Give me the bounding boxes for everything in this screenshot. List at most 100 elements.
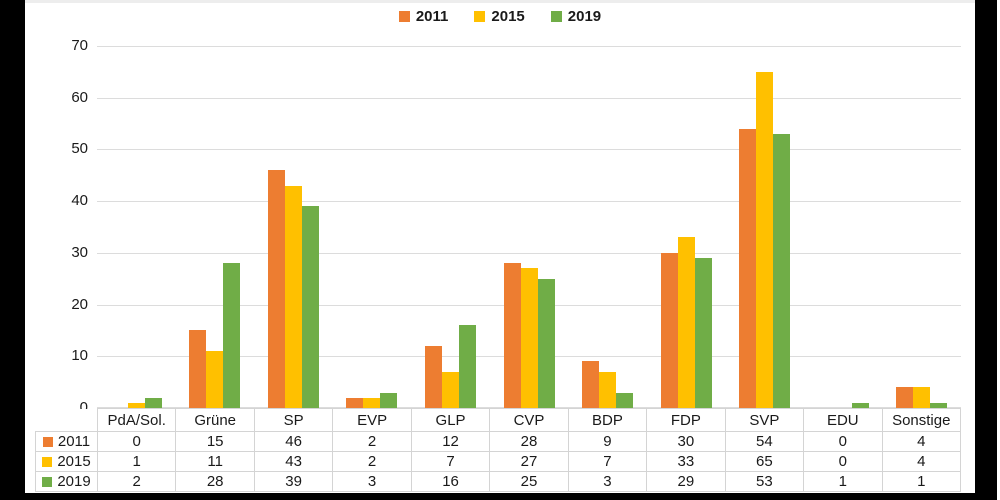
table-row-2011: 2011 0 15 46 2 12 28 9 30 54 0 4: [35, 431, 962, 452]
cell-2015-BDP: 7: [567, 451, 648, 472]
category-header-FDP: FDP: [646, 408, 726, 432]
category-header-PdA/Sol.: PdA/Sol.: [96, 408, 177, 432]
legend-swatch-icon: [474, 11, 486, 22]
bar-2015-EVP: [363, 397, 381, 408]
bar-group-EVP: [333, 46, 412, 408]
cell-2015-PdA/Sol.: 1: [96, 451, 177, 472]
row-swatch-icon: [42, 456, 53, 467]
cell-2015-CVP: 27: [489, 451, 569, 472]
bar-2011-Sonstige: [896, 387, 914, 408]
y-tick-label: 60: [71, 88, 88, 106]
bar-2011-BDP: [582, 361, 600, 408]
cell-2015-Grüne: 11: [175, 451, 255, 472]
cell-2019-GLP: 16: [410, 471, 491, 492]
data-table-wrap: PdA/Sol. Grüne SP EVP GLP CVP BDP FDP SVP EDU Sons…: [35, 408, 962, 492]
bar-2019-BDP: [616, 392, 634, 408]
gridline: [97, 252, 961, 254]
row-header-label: 2015: [57, 453, 91, 470]
bar-2011-CVP: [503, 263, 521, 408]
bar-2019-EDU: [851, 402, 869, 408]
bar-2019-Grüne: [223, 263, 241, 408]
cell-2019-SVP: 53: [724, 471, 805, 492]
row-header-label: 2019: [57, 473, 91, 490]
cell-2011-SP: 46: [253, 431, 334, 452]
legend-label: 2011: [415, 8, 449, 25]
row-header-inner: 2019: [37, 473, 97, 490]
cell-2015-EVP: 2: [332, 451, 412, 472]
bar-2015-Sonstige: [913, 387, 931, 408]
legend-label: 2015: [491, 8, 525, 25]
bar-group-GLP: [411, 46, 490, 408]
cell-2019-EVP: 3: [332, 471, 412, 492]
legend-item-2011: 2011: [398, 8, 449, 25]
gridline: [97, 46, 961, 47]
bar-2019-SVP: [773, 133, 791, 408]
bar-group-EDU: [804, 46, 883, 408]
table-row-2015: 2015 1 11 43 2 7 27 7 33 65 0 4: [35, 451, 962, 472]
bar-group-CVP: [490, 46, 569, 408]
category-header-Sonstige: Sonstige: [881, 408, 962, 432]
table-corner-cell: [35, 408, 98, 432]
bar-2011-FDP: [660, 252, 678, 408]
category-header-Grüne: Grüne: [175, 408, 255, 432]
bar-2011-Grüne: [189, 330, 207, 408]
cell-2011-EVP: 2: [332, 431, 412, 452]
cell-2011-EDU: 0: [803, 431, 883, 452]
cell-2015-SP: 43: [253, 451, 334, 472]
bar-group-FDP: [647, 46, 726, 408]
bar-2015-PdA/Sol.: [127, 402, 145, 408]
legend-swatch-icon: [398, 11, 410, 22]
bar-2011-GLP: [424, 345, 442, 408]
cell-2015-Sonstige: 4: [881, 451, 962, 472]
y-tick-label: 40: [71, 192, 88, 210]
bar-group-PdA/Sol.: [97, 46, 176, 408]
cell-2015-FDP: 33: [646, 451, 726, 472]
bar-2015-SVP: [756, 71, 774, 408]
bar-2019-EVP: [380, 392, 398, 408]
bar-2011-EVP: [346, 397, 364, 408]
cell-2011-SVP: 54: [724, 431, 805, 452]
row-header-2015: 2015: [35, 451, 98, 472]
bar-2015-CVP: [520, 268, 538, 408]
y-tick-label: 50: [71, 140, 88, 158]
row-header-2019: 2019: [35, 471, 98, 492]
bar-group-SVP: [725, 46, 804, 408]
y-tick-label: 70: [71, 37, 88, 54]
legend: 2011 2015 2019: [25, 8, 975, 25]
bar-2019-SP: [301, 206, 319, 408]
category-header-SVP: SVP: [724, 408, 805, 432]
cell-2011-Grüne: 15: [175, 431, 255, 452]
cell-2019-Sonstige: 1: [881, 471, 962, 492]
cell-2015-SVP: 65: [724, 451, 805, 472]
gridline: [97, 201, 961, 203]
table-head: PdA/Sol. Grüne SP EVP GLP CVP BDP FDP SVP EDU Sons…: [35, 408, 962, 432]
row-swatch-icon: [42, 436, 53, 447]
bar-group-SP: [254, 46, 333, 408]
cell-2011-FDP: 30: [646, 431, 726, 452]
cell-2019-PdA/Sol.: 2: [96, 471, 177, 492]
bar-2015-Grüne: [206, 351, 224, 408]
cell-2019-Grüne: 28: [175, 471, 255, 492]
cell-2011-BDP: 9: [567, 431, 648, 452]
bar-2015-BDP: [599, 371, 617, 408]
y-tick-label: 30: [71, 243, 88, 261]
cell-2019-FDP: 29: [646, 471, 726, 492]
plot-area: [97, 46, 961, 408]
cell-2019-EDU: 1: [803, 471, 883, 492]
cell-2011-Sonstige: 4: [881, 431, 962, 452]
category-header-BDP: BDP: [567, 408, 648, 432]
bar-2011-SVP: [739, 128, 757, 408]
y-axis: 0 10 20 30 40 50 60 70: [25, 37, 97, 416]
bar-group-Grüne: [176, 46, 255, 408]
table-row-2019: 2019 2 28 39 3 16 25 3 29 53 1 1: [35, 471, 962, 492]
cell-2019-CVP: 25: [489, 471, 569, 492]
cell-2011-CVP: 28: [489, 431, 569, 452]
gridline: [97, 149, 961, 151]
bar-2019-PdA/Sol.: [144, 397, 162, 408]
bar-group-BDP: [568, 46, 647, 408]
legend-swatch-icon: [550, 11, 562, 22]
y-tick-label: 20: [71, 295, 88, 313]
legend-item-2019: 2019: [550, 8, 601, 25]
gridline: [97, 97, 961, 99]
bar-2015-SP: [284, 185, 302, 408]
